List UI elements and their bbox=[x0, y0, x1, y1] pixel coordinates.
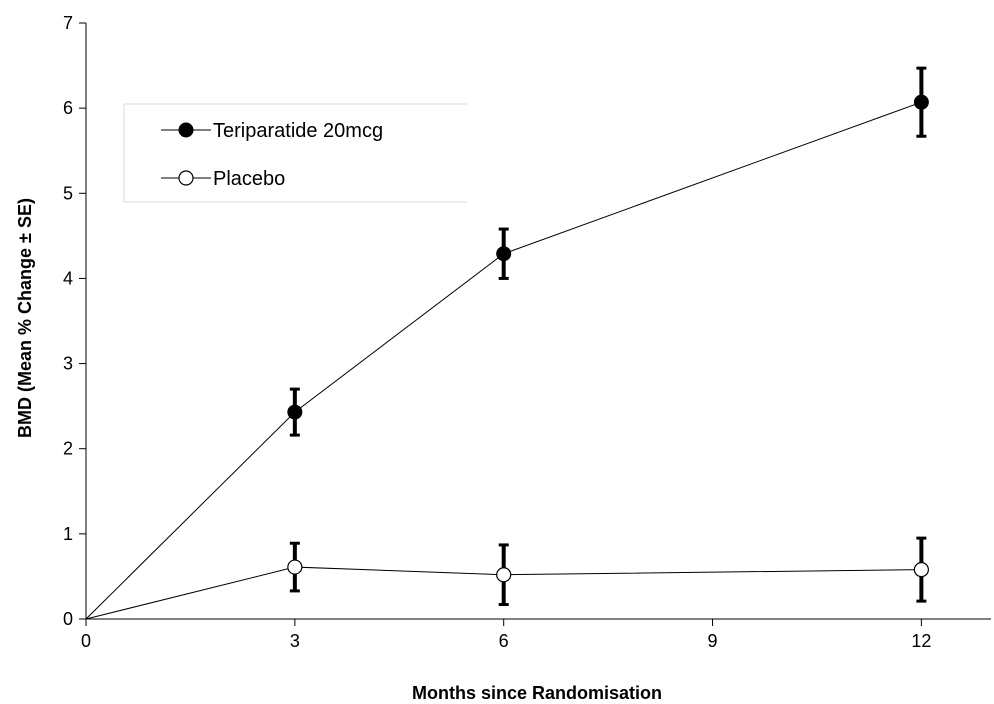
y-tick-label: 5 bbox=[63, 183, 73, 203]
legend-marker-placebo bbox=[178, 170, 194, 186]
y-tick-label: 4 bbox=[63, 268, 73, 288]
x-tick-label: 0 bbox=[81, 631, 91, 651]
axes bbox=[85, 23, 991, 620]
x-tick-label: 12 bbox=[911, 631, 931, 651]
legend-label-teriparatide: Teriparatide 20mcg bbox=[213, 120, 383, 142]
y-tick-label: 1 bbox=[63, 524, 73, 544]
x-tick-label: 6 bbox=[499, 631, 509, 651]
data-point bbox=[287, 559, 303, 575]
data-point bbox=[287, 404, 303, 420]
y-axis-ticks: 0 1 2 3 4 5 6 7 bbox=[63, 13, 86, 629]
y-tick-label: 7 bbox=[63, 13, 73, 33]
data-point bbox=[913, 562, 929, 578]
legend-label-placebo: Placebo bbox=[213, 168, 285, 190]
y-tick-label: 6 bbox=[63, 98, 73, 118]
y-tick-label: 3 bbox=[63, 354, 73, 374]
series-layer bbox=[85, 66, 929, 620]
x-tick-label: 3 bbox=[290, 631, 300, 651]
legend: Teriparatide 20mcg Placebo bbox=[123, 103, 467, 203]
y-tick-label: 0 bbox=[63, 609, 73, 629]
series-line bbox=[85, 566, 922, 620]
y-tick-label: 2 bbox=[63, 439, 73, 459]
legend-frame bbox=[123, 103, 467, 203]
legend-marker-teriparatide bbox=[178, 122, 194, 138]
series-placebo bbox=[85, 536, 929, 620]
data-point bbox=[913, 94, 929, 110]
data-point bbox=[496, 567, 512, 583]
x-tick-label: 9 bbox=[708, 631, 718, 651]
x-axis-ticks: 0 3 6 9 12 bbox=[81, 619, 931, 651]
series-teriparatide bbox=[85, 66, 929, 620]
y-axis-title: BMD (Mean % Change ± SE) bbox=[15, 198, 35, 438]
x-axis-title: Months since Randomisation bbox=[412, 683, 662, 703]
data-point bbox=[496, 246, 512, 262]
series-line bbox=[85, 101, 922, 620]
